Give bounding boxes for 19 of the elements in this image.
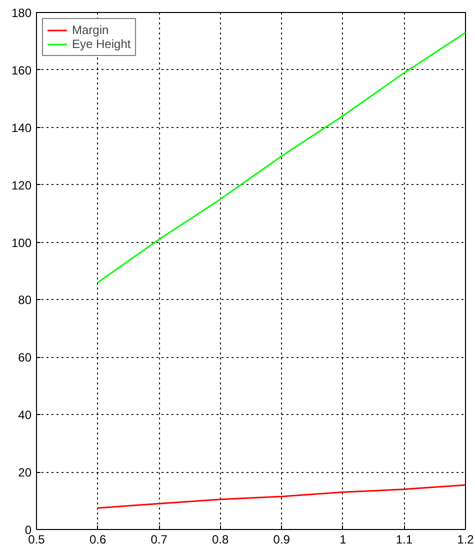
y-tick-label: 20 <box>18 466 32 480</box>
y-tick-label: 60 <box>18 350 32 365</box>
legend-label: Margin <box>72 23 109 37</box>
x-tick-label: 1.2 <box>457 532 474 546</box>
y-tick-label: 160 <box>11 63 32 78</box>
line-series <box>97 484 466 509</box>
x-tick-label: 0.7 <box>150 532 168 546</box>
x-tick-label: 0.8 <box>212 532 230 546</box>
y-tick-label: 180 <box>11 6 32 20</box>
y-tick-label: 40 <box>18 408 32 422</box>
x-tick-label: 0.9 <box>273 532 290 546</box>
y-tick-label: 80 <box>18 293 32 308</box>
y-tick-label: 140 <box>11 120 32 135</box>
x-tick-label: 1.1 <box>396 532 413 546</box>
x-tick-label: 0.6 <box>89 532 106 546</box>
y-tick-label: 100 <box>11 236 32 250</box>
y-tick-label: 120 <box>11 178 32 192</box>
legend-label: Eye Height <box>72 37 131 51</box>
x-tick-label: 1 <box>340 532 347 546</box>
